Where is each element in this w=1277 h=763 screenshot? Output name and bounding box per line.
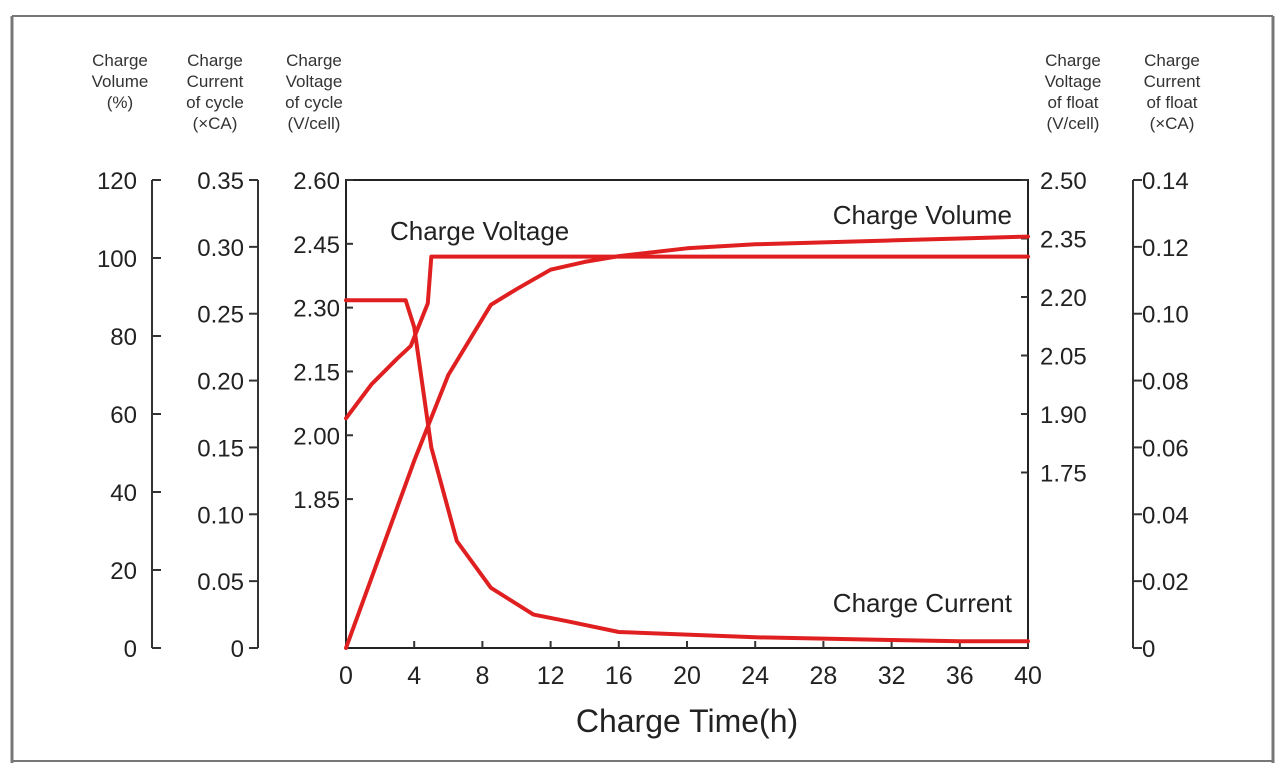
- x-tick-label: 36: [946, 662, 974, 690]
- axis-header-cycle_current: (×CA): [193, 114, 238, 133]
- tick-label-cycle_voltage: 2.00: [293, 423, 340, 450]
- axis-cycle_current: Charge Current of cycle (×CA) 0 0.05 0.10 0.15 0…: [186, 51, 259, 663]
- axis-float_current: Charge Current of float (×CA) 0 0.02 0.04 0.06 0…: [1132, 51, 1201, 663]
- axis-header-float_current: Charge: [1144, 51, 1200, 70]
- x-tick-label: 8: [475, 662, 489, 690]
- x-tick-label: 28: [809, 662, 837, 690]
- tick-label-float_current: 0.02: [1142, 569, 1189, 596]
- annotation-charge-voltage: Charge Voltage: [390, 216, 569, 246]
- x-tick-label: 32: [878, 662, 906, 690]
- tick-label-cycle_voltage: 2.60: [293, 168, 340, 195]
- tick-label-cycle_current: 0.25: [197, 302, 244, 329]
- tick-label-float_voltage: 1.75: [1040, 461, 1087, 488]
- tick-label-cycle_current: 0.35: [197, 168, 244, 195]
- tick-label-float_voltage: 2.05: [1040, 344, 1087, 371]
- x-tick-label: 4: [407, 662, 421, 690]
- axis-cycle_voltage: Charge Voltage of cycle (V/cell) 1.85 2.00 2.1…: [285, 51, 353, 514]
- tick-label-cycle_voltage: 2.15: [293, 359, 340, 386]
- axis-header-float_current: Current: [1144, 72, 1201, 91]
- tick-label-float_current: 0.12: [1142, 235, 1189, 262]
- axis-header-float_current: of float: [1146, 93, 1197, 112]
- labels-layer: Charge Voltage Charge Volume Charge Curren…: [390, 200, 1013, 618]
- tick-label-cycle_current: 0.10: [197, 502, 244, 529]
- axis-header-cycle_voltage: Voltage: [286, 72, 343, 91]
- tick-label-float_current: 0.10: [1142, 302, 1189, 329]
- axis-header-volume: Volume: [92, 72, 149, 91]
- axis-header-float_voltage: Charge: [1045, 51, 1101, 70]
- x-axis: 0 4 8 12 16 20 24 28 32 36 40 Charge Time(h): [339, 641, 1042, 739]
- tick-label-volume: 0: [124, 636, 137, 663]
- axis-volume: Charge Volume (%) 0 20 40 60 80 100 120: [92, 51, 161, 663]
- x-tick-label: 20: [673, 662, 701, 690]
- tick-label-cycle_current: 0: [231, 636, 244, 663]
- tick-label-volume: 40: [110, 480, 137, 507]
- axis-header-cycle_voltage: (V/cell): [288, 114, 341, 133]
- tick-label-volume: 120: [97, 168, 137, 195]
- axes-layer: ChargeVolume(%)020406080100120ChargeCurr…: [92, 51, 1201, 739]
- series-line-charge-voltage: [344, 254, 1030, 421]
- tick-label-float_voltage: 1.90: [1040, 402, 1087, 429]
- tick-label-float_current: 0.06: [1142, 435, 1189, 462]
- tick-label-float_voltage: 2.50: [1040, 168, 1087, 195]
- x-tick-label: 40: [1014, 662, 1042, 690]
- x-tick-label: 0: [339, 662, 353, 690]
- axis-header-volume: (%): [107, 93, 133, 112]
- tick-label-cycle_current: 0.20: [197, 369, 244, 396]
- tick-label-volume: 60: [110, 402, 137, 429]
- axis-header-cycle_voltage: of cycle: [285, 93, 343, 112]
- tick-label-cycle_current: 0.30: [197, 235, 244, 262]
- x-tick-label: 12: [537, 662, 565, 690]
- tick-label-cycle_voltage: 2.45: [293, 232, 340, 259]
- axis-header-float_voltage: of float: [1047, 93, 1098, 112]
- axis-header-cycle_current: Current: [187, 72, 244, 91]
- x-tick-label: 16: [605, 662, 633, 690]
- axis-float_voltage: Charge Voltage of float (V/cell) 1.75 1.90 2.0…: [1021, 51, 1101, 488]
- tick-label-float_current: 0.14: [1142, 168, 1189, 195]
- annotation-charge-volume: Charge Volume: [833, 200, 1012, 230]
- axis-header-float_current: (×CA): [1150, 114, 1195, 133]
- annotation-charge-current: Charge Current: [833, 588, 1013, 618]
- tick-label-float_current: 0.04: [1142, 502, 1189, 529]
- tick-label-volume: 80: [110, 324, 137, 351]
- tick-label-cycle_current: 0.15: [197, 435, 244, 462]
- series-line-charge-current: [344, 298, 1030, 644]
- tick-label-cycle_voltage: 1.85: [293, 487, 340, 514]
- axis-header-cycle_voltage: Charge: [286, 51, 342, 70]
- tick-label-float_current: 0.08: [1142, 369, 1189, 396]
- tick-label-float_voltage: 2.20: [1040, 285, 1087, 312]
- tick-label-cycle_voltage: 2.30: [293, 296, 340, 323]
- axis-header-cycle_current: of cycle: [186, 93, 244, 112]
- axis-header-float_voltage: Voltage: [1045, 72, 1102, 91]
- tick-label-cycle_current: 0.05: [197, 569, 244, 596]
- axis-header-float_voltage: (V/cell): [1047, 114, 1100, 133]
- tick-label-float_voltage: 2.35: [1040, 227, 1087, 254]
- tick-label-float_current: 0: [1142, 636, 1155, 663]
- x-tick-label: 24: [741, 662, 769, 690]
- series-line-charge-volume: [344, 234, 1030, 650]
- tick-label-volume: 20: [110, 558, 137, 585]
- title-fragment: [300, 0, 980, 12]
- x-axis-title: Charge Time(h): [576, 703, 798, 739]
- tick-label-volume: 100: [97, 246, 137, 273]
- axis-header-cycle_current: Charge: [187, 51, 243, 70]
- axis-header-volume: Charge: [92, 51, 148, 70]
- series-layer: [344, 234, 1030, 650]
